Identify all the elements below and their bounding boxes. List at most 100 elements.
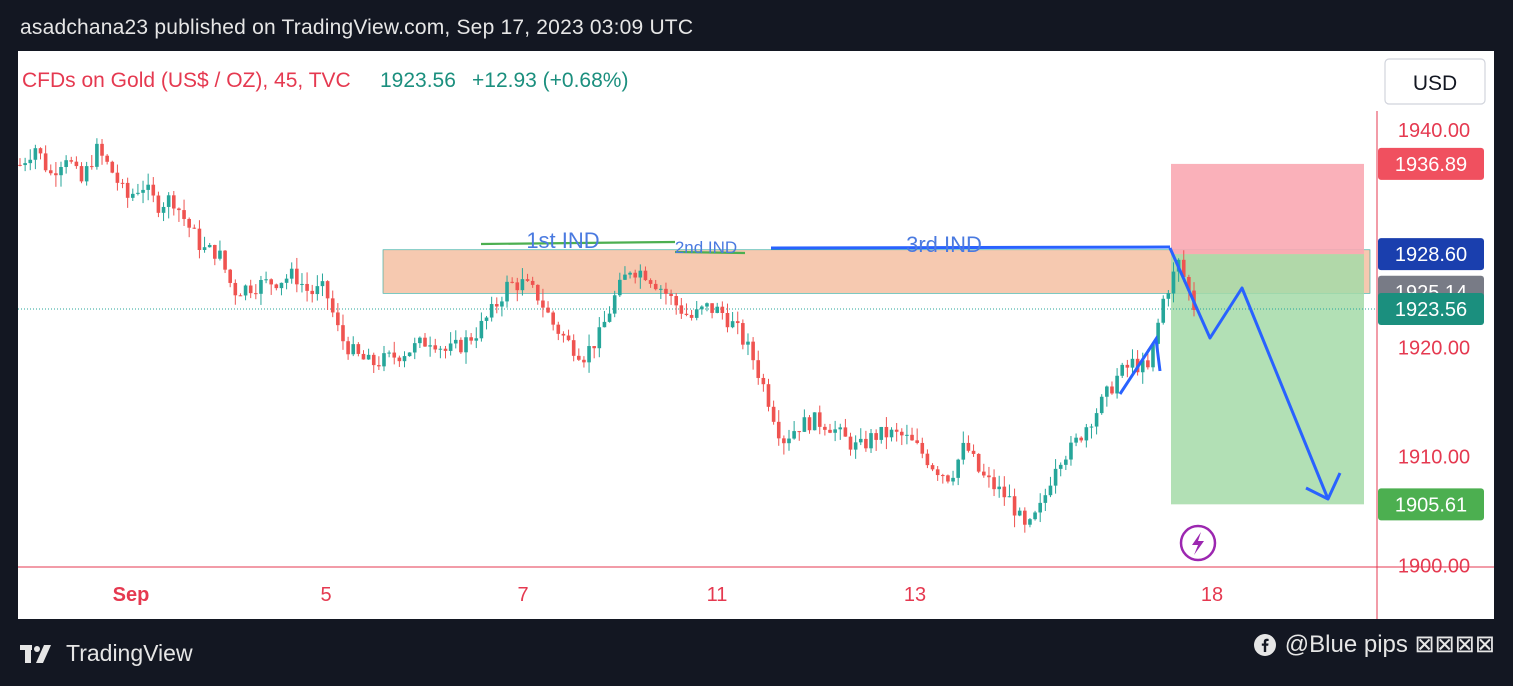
symbol-change: +12.93 (+0.68%) — [472, 69, 628, 92]
candle-body — [782, 438, 786, 444]
candle-body — [453, 339, 458, 344]
candle-body — [1094, 413, 1099, 427]
candle-body — [346, 341, 350, 355]
candle-body — [530, 280, 535, 285]
candle-body — [694, 309, 699, 318]
candle-body — [940, 475, 945, 477]
candle-body — [1064, 459, 1068, 465]
bolt-icon[interactable] — [1179, 524, 1217, 562]
price-badge-entry — [1378, 238, 1484, 271]
candle-body — [213, 244, 217, 259]
candle-body — [489, 304, 494, 318]
footer-brand[interactable]: TradingView — [20, 640, 193, 667]
candle-body — [377, 365, 381, 367]
ind1-line — [480, 240, 676, 246]
candle-body — [1187, 277, 1191, 291]
candle-body — [664, 288, 668, 294]
candle-body — [254, 293, 258, 295]
candle-body — [987, 475, 991, 478]
candle-body — [633, 272, 637, 278]
candle-body — [812, 412, 817, 431]
candle-body — [100, 143, 104, 156]
candle-body — [18, 164, 22, 166]
candle-body — [89, 166, 94, 168]
candle-body — [356, 344, 361, 354]
candle-body — [541, 300, 545, 308]
candle-body — [433, 345, 438, 350]
candle-body — [202, 247, 207, 250]
candle-body — [920, 442, 925, 454]
candle-body — [1017, 510, 1022, 516]
candle-body — [638, 270, 643, 278]
candle-body — [54, 173, 58, 176]
candle-body — [843, 427, 848, 437]
candle-body — [597, 327, 602, 349]
rally-arrow — [1118, 334, 1162, 395]
candle-body — [43, 153, 48, 171]
candle-body — [735, 321, 740, 324]
candle-body — [361, 353, 366, 360]
candle-body — [264, 279, 268, 281]
candle-body — [223, 250, 227, 270]
candle-body — [956, 459, 960, 478]
candle-body — [95, 143, 99, 167]
chart-frame[interactable]: 1st IND 2nd IND 3rd IND CFDs on Gold (US… — [18, 51, 1494, 619]
price-badge-take-profit — [1378, 488, 1484, 521]
candle-body — [679, 305, 684, 314]
candle-body — [807, 417, 812, 431]
candle-body — [535, 284, 540, 301]
candle-body — [325, 281, 330, 299]
currency-button[interactable]: USD — [1384, 58, 1486, 105]
candle-body — [1079, 437, 1084, 441]
candle-body — [720, 306, 725, 314]
candle-body — [238, 295, 243, 297]
candle-body — [992, 477, 996, 490]
candle-body — [218, 250, 222, 259]
publish-info: asadchana23 published on TradingView.com… — [20, 16, 694, 39]
candle-body — [659, 288, 663, 290]
candle-body — [136, 192, 140, 194]
candle-body — [623, 274, 627, 280]
stop-loss-zone[interactable] — [1171, 163, 1364, 255]
candle-body — [418, 337, 422, 344]
projection-arrow-head — [1305, 472, 1342, 501]
candle-body — [1105, 386, 1109, 397]
candle-body — [64, 160, 68, 168]
candle-body — [894, 429, 899, 432]
candle-body — [320, 281, 325, 287]
candle-body — [1033, 512, 1037, 520]
symbol-price: 1923.56 — [380, 69, 456, 92]
candle-body — [823, 426, 827, 430]
candle-body — [1053, 468, 1058, 486]
candle-body — [166, 195, 171, 207]
candle-body — [341, 325, 345, 342]
price-axis[interactable]: 1940.00 1920.00 1910.00 1900.00 — [1398, 120, 1470, 577]
chart-svg[interactable]: 1st IND 2nd IND 3rd IND CFDs on Gold (US… — [18, 51, 1494, 619]
candle-body — [961, 442, 966, 460]
candle-body — [366, 354, 371, 360]
candle-body — [351, 344, 356, 355]
candle-body — [582, 359, 586, 363]
price-badge-label: 1923.56 — [1395, 299, 1467, 321]
candle-body — [79, 166, 84, 182]
candle-body — [669, 293, 673, 297]
candle-body — [930, 465, 935, 470]
candle-body — [899, 431, 904, 436]
candle-body — [1130, 358, 1135, 368]
candle-body — [479, 320, 484, 339]
price-badge-stop-loss — [1378, 147, 1484, 180]
candle-body — [1084, 427, 1089, 441]
candle-body — [500, 301, 504, 307]
time-axis[interactable]: Sep 5 7 11 13 18 — [113, 584, 1223, 606]
candle-body — [407, 352, 412, 357]
candle-body — [84, 166, 89, 182]
time-tick-label: 13 — [904, 584, 926, 606]
candle-body — [48, 170, 53, 174]
footer-credit-label: @Blue pips ⊠⊠⊠⊠ — [1284, 631, 1495, 658]
candle-body — [443, 348, 448, 351]
take-profit-zone[interactable] — [1171, 254, 1364, 505]
plot-area[interactable]: 1st IND 2nd IND 3rd IND CFDs on Gold (US… — [18, 69, 1377, 562]
candle-body — [392, 352, 397, 358]
candle-body — [192, 227, 197, 229]
candle-body — [182, 210, 186, 219]
